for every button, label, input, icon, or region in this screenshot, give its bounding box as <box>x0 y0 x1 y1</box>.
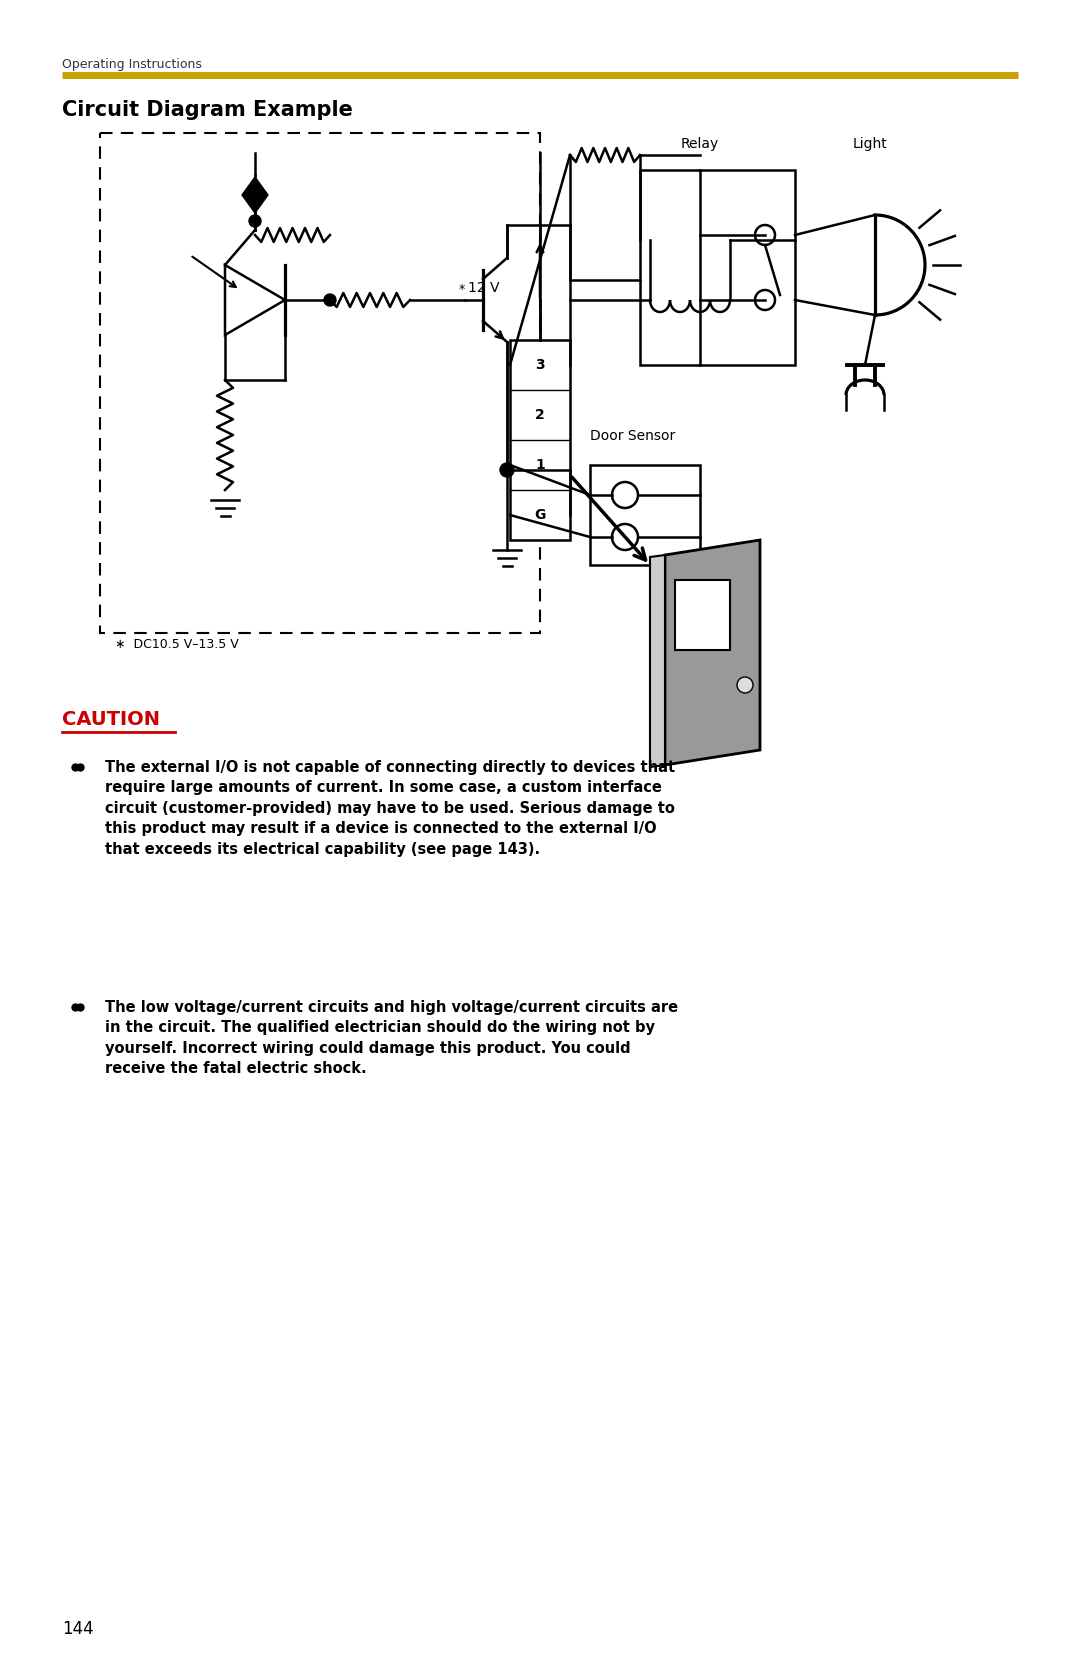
Circle shape <box>500 462 514 477</box>
Circle shape <box>249 215 261 227</box>
Text: 3: 3 <box>536 357 544 372</box>
Text: G: G <box>535 507 545 522</box>
Text: The low voltage/current circuits and high voltage/current circuits are
in the ci: The low voltage/current circuits and hig… <box>105 1000 678 1077</box>
Text: Circuit Diagram Example: Circuit Diagram Example <box>62 100 353 120</box>
Bar <box>510 340 570 541</box>
Text: 12 V: 12 V <box>468 280 499 295</box>
Text: Relay: Relay <box>680 137 719 150</box>
Bar <box>590 466 700 566</box>
Bar <box>640 170 795 366</box>
Bar <box>675 581 730 649</box>
Text: 2: 2 <box>535 407 545 422</box>
Text: Door Sensor: Door Sensor <box>590 429 675 442</box>
Bar <box>100 134 540 633</box>
Text: CAUTION: CAUTION <box>62 709 160 729</box>
Text: *: * <box>459 284 465 297</box>
Text: Operating Instructions: Operating Instructions <box>62 58 202 72</box>
Polygon shape <box>242 177 268 214</box>
Polygon shape <box>665 541 760 764</box>
Text: Light: Light <box>852 137 888 150</box>
Text: The external I/O is not capable of connecting directly to devices that
require l: The external I/O is not capable of conne… <box>105 759 675 856</box>
Text: ∗  DC10.5 V–13.5 V: ∗ DC10.5 V–13.5 V <box>114 638 239 651</box>
Circle shape <box>737 678 753 693</box>
Text: 1: 1 <box>535 457 545 472</box>
Polygon shape <box>650 556 665 768</box>
Text: 144: 144 <box>62 1621 94 1637</box>
Circle shape <box>324 294 336 305</box>
